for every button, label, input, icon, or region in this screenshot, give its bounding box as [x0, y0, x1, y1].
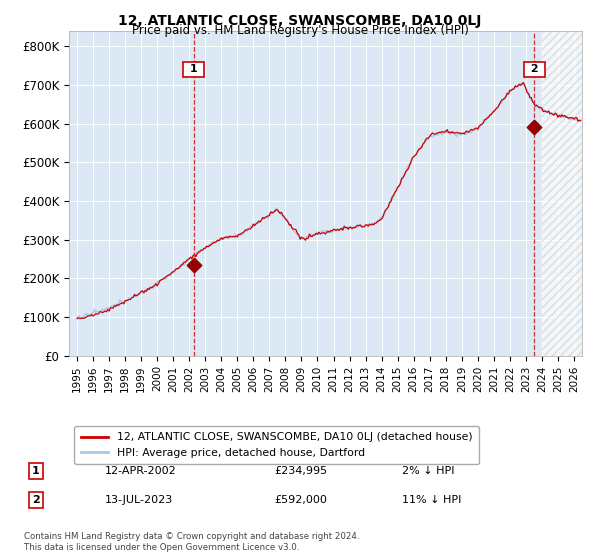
Text: £592,000: £592,000: [274, 495, 327, 505]
Text: Price paid vs. HM Land Registry's House Price Index (HPI): Price paid vs. HM Land Registry's House …: [131, 24, 469, 37]
Text: 1: 1: [186, 64, 202, 74]
Legend: 12, ATLANTIC CLOSE, SWANSCOMBE, DA10 0LJ (detached house), HPI: Average price, d: 12, ATLANTIC CLOSE, SWANSCOMBE, DA10 0LJ…: [74, 426, 479, 464]
Text: 2: 2: [32, 495, 40, 505]
Text: 12, ATLANTIC CLOSE, SWANSCOMBE, DA10 0LJ: 12, ATLANTIC CLOSE, SWANSCOMBE, DA10 0LJ: [118, 14, 482, 28]
Text: 2% ↓ HPI: 2% ↓ HPI: [403, 466, 455, 476]
Text: 13-JUL-2023: 13-JUL-2023: [105, 495, 173, 505]
Text: 11% ↓ HPI: 11% ↓ HPI: [403, 495, 462, 505]
Text: 12-APR-2002: 12-APR-2002: [105, 466, 176, 476]
Text: Contains HM Land Registry data © Crown copyright and database right 2024.
This d: Contains HM Land Registry data © Crown c…: [24, 532, 359, 552]
Text: 1: 1: [32, 466, 40, 476]
Point: [189, 260, 199, 269]
Point: [530, 122, 539, 131]
Text: £234,995: £234,995: [274, 466, 328, 476]
Text: 2: 2: [527, 64, 542, 74]
